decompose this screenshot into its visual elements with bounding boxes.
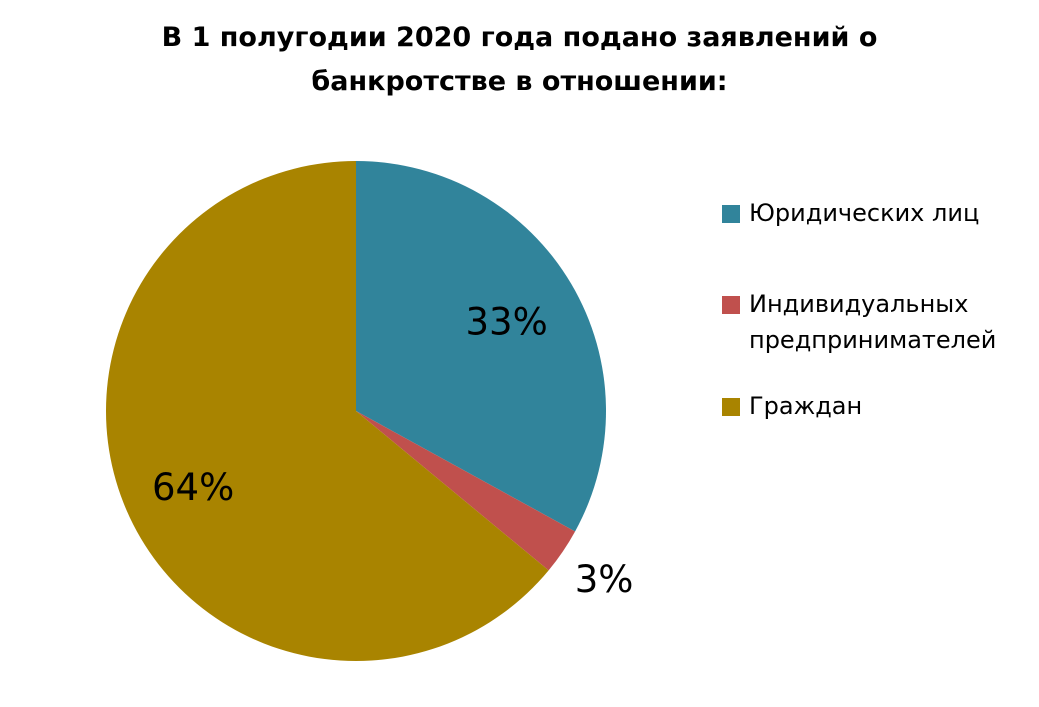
chart-title: В 1 полугодии 2020 года подано заявлений…	[0, 16, 1039, 104]
legend-label-legal-entities: Юридических лиц	[749, 199, 980, 227]
slice-entrepreneurs	[356, 411, 576, 571]
chart-title-line-2: банкротстве в отношении:	[311, 66, 728, 97]
legend: Юридических лиц Индивидуальных предприни…	[722, 195, 1032, 424]
pie-slices	[106, 161, 607, 661]
chart-title-line-1: В 1 полугодии 2020 года подано заявлений…	[161, 22, 878, 53]
legend-item-legal-entities: Юридических лиц	[722, 195, 1032, 231]
label-legal-entities: 33%	[466, 300, 548, 343]
legend-swatch-citizens	[722, 398, 740, 416]
pie-labels: 33% 3% 64%	[152, 300, 633, 601]
legend-label-entrepreneurs-line-2: предпринимателей	[749, 326, 997, 354]
legend-label-entrepreneurs-line-1: Индивидуальных	[749, 290, 969, 318]
legend-item-entrepreneurs: Индивидуальных предпринимателей	[722, 286, 1032, 358]
legend-swatch-legal-entities	[722, 205, 740, 223]
label-entrepreneurs: 3%	[575, 558, 634, 601]
label-citizens: 64%	[152, 466, 234, 509]
legend-swatch-entrepreneurs	[722, 296, 740, 314]
legend-label-citizens: Граждан	[749, 392, 863, 420]
slice-legal-entities	[356, 161, 607, 532]
legend-item-citizens: Граждан	[722, 388, 1032, 424]
slice-citizens	[106, 161, 549, 661]
